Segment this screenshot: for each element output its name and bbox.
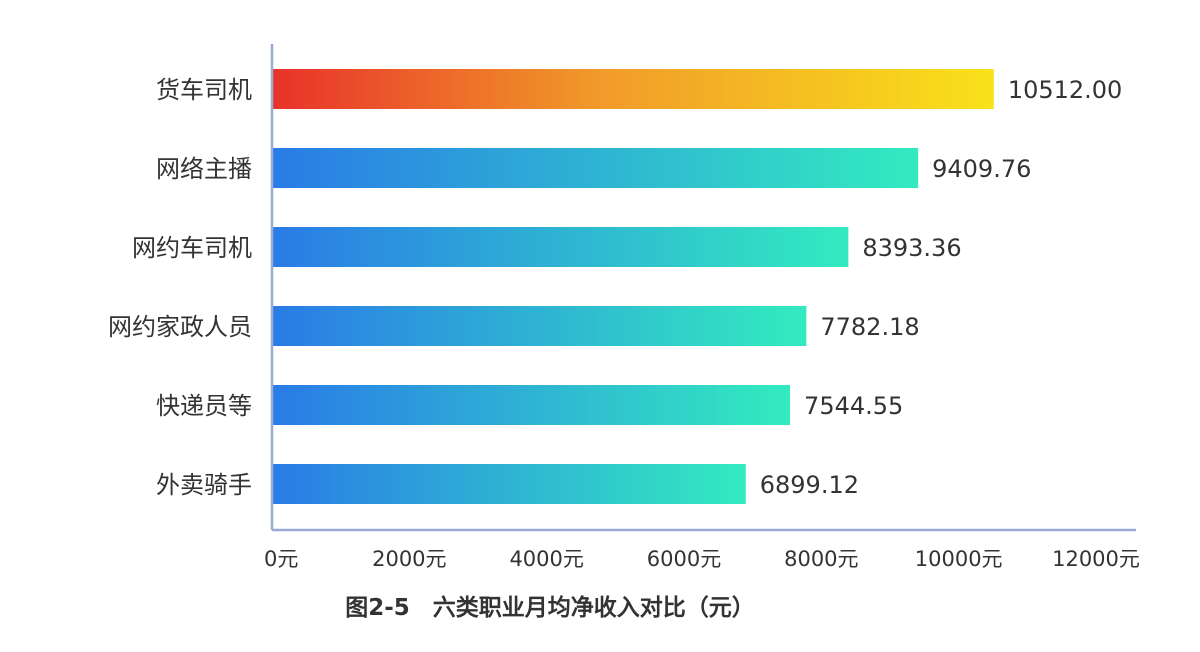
category-label: 货车司机 <box>156 76 252 104</box>
bar-5 <box>272 385 791 425</box>
value-label: 8393.36 <box>862 234 961 262</box>
x-tick-label: 12000元 <box>1052 547 1140 571</box>
value-label: 7782.18 <box>820 313 919 341</box>
bar-3 <box>272 227 849 267</box>
x-tick-label: 6000元 <box>647 547 721 571</box>
value-label: 9409.76 <box>932 155 1031 183</box>
value-label: 10512.00 <box>1008 76 1123 104</box>
value-label: 6899.12 <box>760 471 859 499</box>
bar-4 <box>272 306 807 346</box>
bar-2 <box>272 148 919 188</box>
category-label: 网约车司机 <box>132 234 252 262</box>
bar-6 <box>272 464 746 504</box>
x-tick-label: 0元 <box>264 547 298 571</box>
x-tick-label: 2000元 <box>372 547 446 571</box>
category-label: 外卖骑手 <box>156 471 252 499</box>
x-tick-label: 4000元 <box>509 547 583 571</box>
category-label: 网约家政人员 <box>108 313 252 341</box>
value-label: 7544.55 <box>804 392 903 420</box>
x-tick-label: 8000元 <box>784 547 858 571</box>
x-tick-label: 10000元 <box>915 547 1003 571</box>
bar-1 <box>272 69 994 109</box>
category-label: 快递员等 <box>156 392 252 420</box>
chart-title: 图2-5 六类职业月均净收入对比（元） <box>345 594 755 621</box>
category-label: 网络主播 <box>156 155 252 183</box>
